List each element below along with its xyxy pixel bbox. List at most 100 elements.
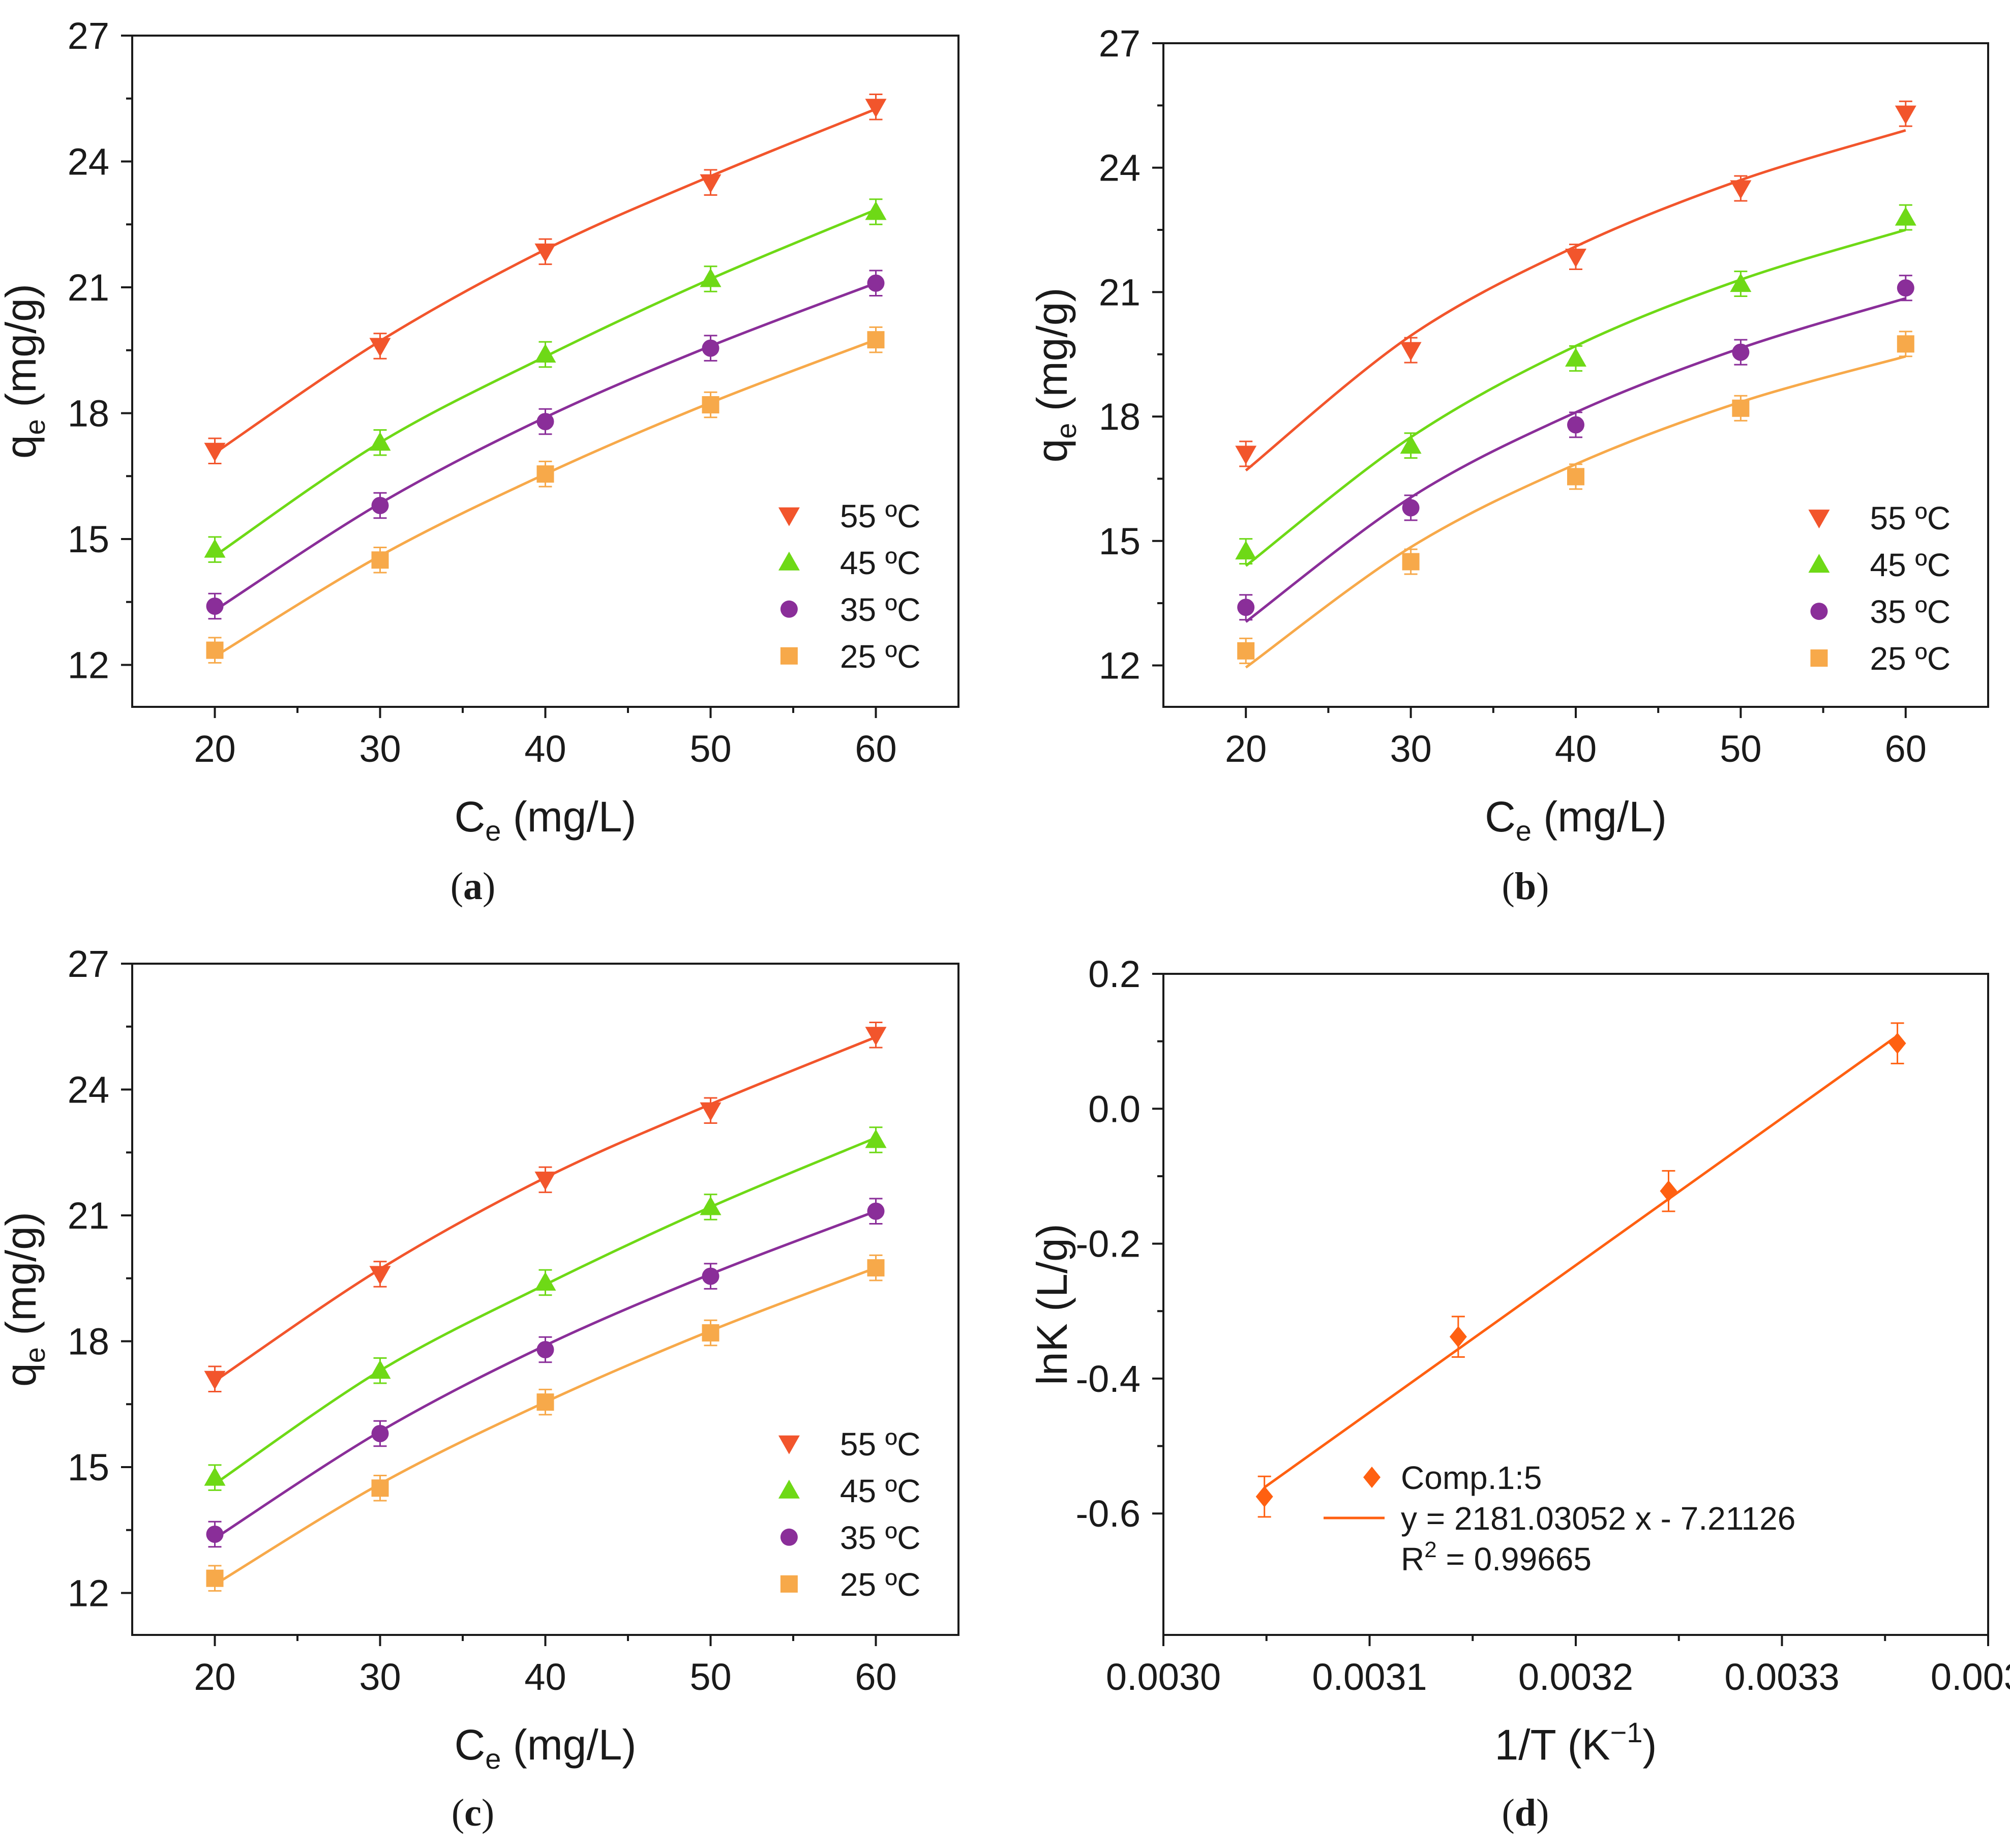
x-tick-label: 50: [689, 1656, 731, 1698]
x-tick-label: 0.0032: [1518, 1656, 1633, 1698]
x-tick-label: 20: [194, 728, 235, 770]
x-axis-title: Ce (mg/L): [455, 793, 637, 847]
y-tick-label: 12: [68, 1572, 109, 1615]
data-point: [867, 331, 885, 348]
data-point: [1567, 468, 1584, 485]
data-point: [537, 1393, 554, 1411]
x-tick-label: 40: [524, 728, 566, 770]
legend-label: 45 ºC: [840, 545, 921, 581]
data-point: [206, 598, 224, 615]
data-point: [867, 1203, 885, 1220]
data-point: [206, 1570, 224, 1587]
legend-label: Comp.1:5: [1401, 1459, 1542, 1496]
data-point: [1237, 642, 1254, 660]
panel-caption: (b): [1502, 865, 1549, 908]
y-axis-title: lnK (L/g): [1028, 1224, 1076, 1385]
data-point: [867, 1259, 885, 1276]
data-point: [1732, 344, 1749, 361]
legend-marker: [781, 1529, 798, 1546]
panel-caption: (d): [1502, 1792, 1549, 1834]
data-point: [206, 1526, 224, 1543]
figure: 20 30 40 50 60121518212427Ce (mg/L)qe (mg/g)…: [0, 0, 2010, 1848]
y-tick-label: 24: [68, 1069, 109, 1111]
legend-marker: [1810, 649, 1827, 667]
data-point: [702, 1268, 719, 1285]
legend-label: 55 ºC: [1870, 500, 1951, 536]
data-point: [537, 465, 554, 483]
x-tick-label: 60: [855, 728, 896, 770]
legend-fit-equation: y = 2181.03052 x - 7.21126: [1401, 1500, 1795, 1537]
y-tick-label: 0.2: [1088, 953, 1141, 995]
x-tick-label: 50: [1720, 728, 1761, 770]
data-point: [1567, 416, 1584, 433]
data-point: [1237, 599, 1254, 616]
legend-label: 35 ºC: [840, 591, 921, 628]
x-tick-label: 30: [1390, 728, 1431, 770]
x-tick-label: 60: [855, 1656, 896, 1698]
y-tick-label: 15: [1099, 520, 1141, 562]
y-tick-label: 27: [68, 15, 109, 57]
y-tick-label: 12: [1099, 644, 1141, 687]
data-point: [537, 413, 554, 430]
legend-label: 55 ºC: [840, 1426, 921, 1463]
x-tick-label: 0.0030: [1106, 1656, 1221, 1698]
legend-label: 45 ºC: [840, 1473, 921, 1509]
data-point: [372, 551, 389, 569]
y-tick-label: 21: [68, 266, 109, 309]
y-tick-label: 15: [68, 1446, 109, 1488]
y-tick-label: -0.6: [1075, 1493, 1141, 1535]
data-point: [372, 1425, 389, 1442]
x-tick-label: 60: [1885, 728, 1927, 770]
data-point: [702, 396, 719, 413]
x-tick-label: 0.0031: [1312, 1656, 1427, 1698]
data-point: [1732, 400, 1749, 417]
x-tick-label: 40: [524, 1656, 566, 1698]
y-tick-label: 27: [68, 943, 109, 985]
legend-label: 35 ºC: [1870, 593, 1951, 630]
panel-caption: (a): [451, 865, 496, 908]
figure-background: [0, 0, 2010, 1848]
y-tick-label: 18: [68, 1321, 109, 1363]
legend-marker: [1810, 603, 1827, 620]
y-tick-label: 24: [68, 141, 109, 183]
y-tick-label: 18: [68, 393, 109, 435]
data-point: [702, 1324, 719, 1342]
legend-marker: [781, 647, 798, 665]
x-axis-title: Ce (mg/L): [1485, 793, 1667, 847]
data-point: [1897, 335, 1914, 352]
legend-label: 25 ºC: [840, 1566, 921, 1603]
legend-marker: [781, 1575, 798, 1593]
x-tick-label: 30: [359, 728, 401, 770]
y-tick-label: 24: [1099, 147, 1141, 189]
x-tick-label: 20: [1225, 728, 1267, 770]
y-tick-label: 21: [68, 1195, 109, 1237]
data-point: [1897, 279, 1914, 296]
y-tick-label: 15: [68, 518, 109, 560]
legend-label: 25 ºC: [1870, 640, 1951, 677]
data-point: [537, 1341, 554, 1358]
data-point: [867, 275, 885, 292]
data-point: [372, 497, 389, 514]
x-tick-label: 0.0033: [1724, 1656, 1839, 1698]
y-tick-label: 12: [68, 644, 109, 687]
y-tick-label: 27: [1099, 22, 1141, 65]
legend-label: 45 ºC: [1870, 547, 1951, 583]
legend-label: 55 ºC: [840, 498, 921, 534]
x-tick-label: 50: [689, 728, 731, 770]
x-tick-label: 40: [1555, 728, 1597, 770]
x-tick-label: 20: [194, 1656, 235, 1698]
y-tick-label: -0.2: [1075, 1223, 1141, 1265]
legend-marker: [781, 601, 798, 618]
x-tick-label: 0.0034: [1931, 1656, 2010, 1698]
data-point: [1402, 499, 1420, 517]
y-tick-label: -0.4: [1075, 1358, 1141, 1400]
y-tick-label: 0.0: [1088, 1088, 1141, 1130]
x-tick-label: 30: [359, 1656, 401, 1698]
data-point: [206, 642, 224, 659]
legend-label: 35 ºC: [840, 1519, 921, 1556]
data-point: [372, 1479, 389, 1497]
x-axis-title: Ce (mg/L): [455, 1721, 637, 1775]
y-tick-label: 18: [1099, 396, 1141, 438]
data-point: [702, 340, 719, 357]
legend-label: 25 ºC: [840, 638, 921, 675]
